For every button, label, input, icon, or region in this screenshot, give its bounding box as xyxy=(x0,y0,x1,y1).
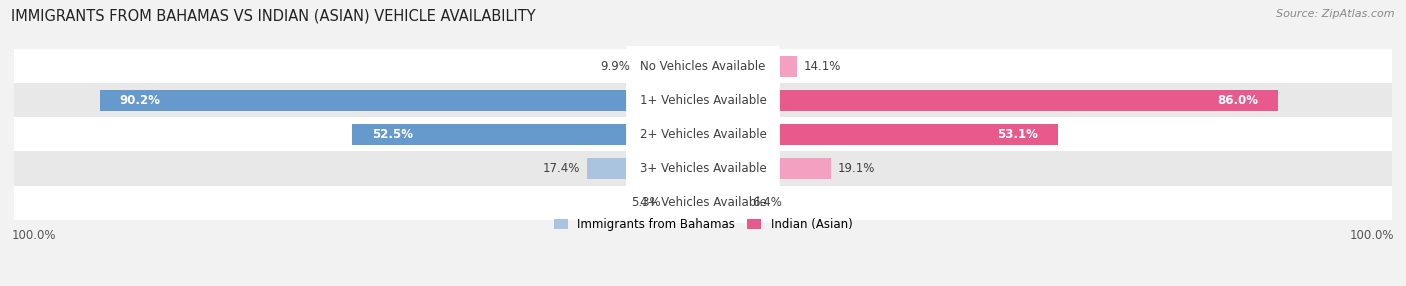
Bar xyxy=(637,56,703,77)
Text: 6.4%: 6.4% xyxy=(752,196,782,209)
Text: 90.2%: 90.2% xyxy=(120,94,160,107)
Text: 3+ Vehicles Available: 3+ Vehicles Available xyxy=(640,162,766,175)
Text: 5.3%: 5.3% xyxy=(631,196,661,209)
Bar xyxy=(100,90,703,111)
Text: 86.0%: 86.0% xyxy=(1218,94,1258,107)
Legend: Immigrants from Bahamas, Indian (Asian): Immigrants from Bahamas, Indian (Asian) xyxy=(554,219,852,231)
Text: 53.1%: 53.1% xyxy=(997,128,1038,141)
Bar xyxy=(703,56,797,77)
Bar xyxy=(352,124,703,145)
FancyBboxPatch shape xyxy=(626,39,780,93)
Bar xyxy=(668,192,703,213)
FancyBboxPatch shape xyxy=(626,176,780,230)
Text: Source: ZipAtlas.com: Source: ZipAtlas.com xyxy=(1277,9,1395,19)
Bar xyxy=(586,158,703,179)
FancyBboxPatch shape xyxy=(626,108,780,161)
Text: 1+ Vehicles Available: 1+ Vehicles Available xyxy=(640,94,766,107)
Bar xyxy=(14,49,1392,83)
FancyBboxPatch shape xyxy=(626,74,780,127)
Text: 14.1%: 14.1% xyxy=(804,60,841,73)
Bar xyxy=(703,124,1059,145)
Bar xyxy=(703,158,831,179)
Bar xyxy=(14,186,1392,220)
Text: 52.5%: 52.5% xyxy=(373,128,413,141)
Bar xyxy=(14,152,1392,186)
Bar xyxy=(703,192,745,213)
Text: No Vehicles Available: No Vehicles Available xyxy=(640,60,766,73)
Bar xyxy=(703,90,1278,111)
Text: 17.4%: 17.4% xyxy=(543,162,579,175)
Text: 2+ Vehicles Available: 2+ Vehicles Available xyxy=(640,128,766,141)
Text: 4+ Vehicles Available: 4+ Vehicles Available xyxy=(640,196,766,209)
FancyBboxPatch shape xyxy=(626,142,780,195)
Bar xyxy=(14,83,1392,117)
Text: 9.9%: 9.9% xyxy=(600,60,630,73)
Text: IMMIGRANTS FROM BAHAMAS VS INDIAN (ASIAN) VEHICLE AVAILABILITY: IMMIGRANTS FROM BAHAMAS VS INDIAN (ASIAN… xyxy=(11,9,536,23)
Text: 19.1%: 19.1% xyxy=(838,162,875,175)
Bar xyxy=(14,117,1392,152)
